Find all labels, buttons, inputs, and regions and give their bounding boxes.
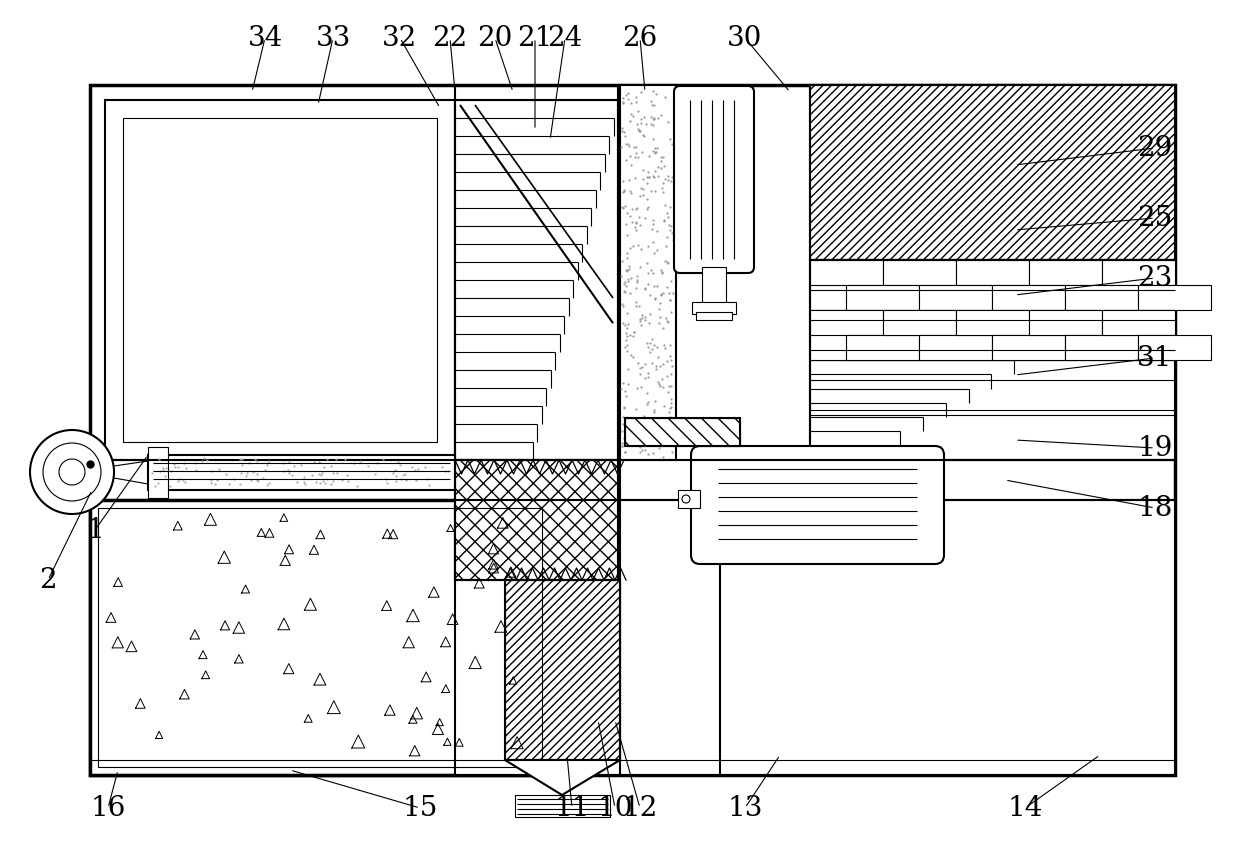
Text: 20: 20 [477, 25, 512, 51]
Bar [810, 85, 1176, 260]
Bar [846, 335, 919, 360]
Bar [505, 580, 620, 760]
Text: 13: 13 [728, 794, 763, 822]
Text: 2: 2 [40, 567, 57, 593]
Bar [455, 460, 618, 580]
Bar [625, 418, 740, 446]
Bar [98, 508, 542, 767]
Text: 19: 19 [1137, 435, 1173, 461]
Bar [810, 260, 883, 285]
Text: 11: 11 [554, 794, 590, 822]
Text: 26: 26 [622, 25, 657, 51]
Text: 12: 12 [622, 794, 657, 822]
Bar [696, 312, 732, 320]
Polygon shape [505, 760, 620, 795]
Bar [810, 310, 1176, 360]
Bar [91, 500, 551, 775]
Bar [148, 455, 455, 490]
Bar [810, 260, 1176, 310]
Bar [846, 285, 919, 310]
Bar [1065, 335, 1138, 360]
Text: 32: 32 [382, 25, 418, 51]
Bar [105, 100, 455, 460]
Text: 29: 29 [1137, 134, 1173, 162]
Text: 14: 14 [1007, 794, 1043, 822]
Bar [1138, 285, 1211, 310]
Text: 23: 23 [1137, 265, 1173, 292]
Polygon shape [505, 760, 620, 795]
Text: 1: 1 [86, 516, 104, 544]
Bar [956, 310, 1029, 335]
Text: 22: 22 [433, 25, 467, 51]
Bar [91, 455, 110, 490]
Text: 16: 16 [91, 794, 125, 822]
Bar [148, 447, 167, 498]
Bar [883, 260, 956, 285]
Bar [1102, 310, 1176, 335]
Bar [702, 267, 725, 312]
Bar [992, 285, 1065, 310]
Bar [883, 310, 956, 335]
FancyBboxPatch shape [691, 446, 944, 564]
Text: 33: 33 [315, 25, 351, 51]
Bar [1138, 335, 1211, 360]
Bar [692, 302, 737, 314]
Bar [1102, 260, 1176, 285]
Bar [919, 285, 992, 310]
Bar [956, 260, 1029, 285]
Bar [810, 260, 1176, 460]
Bar [625, 418, 740, 446]
Bar [455, 500, 1176, 775]
Bar [91, 85, 1176, 775]
Bar [455, 100, 618, 460]
Bar [810, 310, 883, 335]
Circle shape [43, 443, 100, 501]
Bar [678, 490, 701, 508]
Bar [505, 580, 620, 760]
Bar [618, 85, 676, 460]
FancyBboxPatch shape [675, 86, 754, 273]
Text: 10: 10 [598, 794, 632, 822]
Bar [1029, 260, 1102, 285]
Bar [992, 335, 1065, 360]
Text: 24: 24 [547, 25, 583, 51]
Text: 31: 31 [1137, 344, 1173, 372]
Text: 15: 15 [402, 794, 438, 822]
Bar [1065, 285, 1138, 310]
Text: 34: 34 [247, 25, 283, 51]
Text: 30: 30 [728, 25, 763, 51]
Circle shape [30, 430, 114, 514]
Bar [919, 335, 992, 360]
Text: 18: 18 [1137, 495, 1173, 521]
Circle shape [60, 459, 86, 485]
Text: 25: 25 [1137, 205, 1173, 231]
Bar [515, 795, 610, 817]
Circle shape [682, 495, 689, 503]
Text: 21: 21 [517, 25, 553, 51]
Bar [455, 460, 618, 580]
Bar [1029, 310, 1102, 335]
Bar [123, 118, 436, 442]
